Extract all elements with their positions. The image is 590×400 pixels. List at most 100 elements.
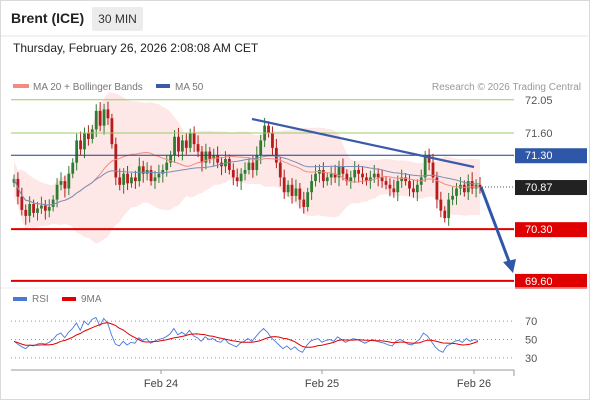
ma9-legend-swatch [62, 297, 76, 301]
ma50-legend-swatch [156, 84, 170, 88]
candle-body [126, 173, 129, 184]
candle-body [165, 162, 169, 171]
candle-body [247, 162, 251, 171]
candle-body [412, 188, 415, 193]
candle-body [286, 184, 290, 193]
candle-body [239, 173, 243, 182]
x-tick-label: Feb 25 [305, 378, 339, 390]
candle-body [180, 140, 184, 152]
candle-body [310, 181, 314, 193]
candle-body [188, 133, 192, 148]
candle-body [423, 155, 427, 178]
ma50-line [13, 155, 481, 206]
candle-body [365, 177, 368, 182]
candle-body [102, 109, 106, 126]
downtrend-line [251, 117, 475, 169]
rsi-line [13, 316, 479, 353]
candle-body [345, 173, 349, 182]
candle-body [141, 166, 145, 174]
level-label: 70.30 [525, 224, 553, 236]
price-layer [12, 92, 482, 244]
x-tick-label: Feb 24 [144, 378, 178, 390]
rsi-legend-label: RSI [32, 294, 49, 305]
candle-body [400, 177, 404, 182]
candle-body [51, 199, 55, 207]
candle-body [90, 129, 94, 139]
candle-body [267, 125, 270, 134]
candle-body [212, 155, 216, 159]
level-label: 70.87 [525, 182, 553, 194]
rsi-layer: 70 50 30 [11, 316, 537, 365]
candle-body [306, 192, 310, 207]
instrument-title: Brent (ICE) [11, 10, 85, 26]
candle-body [196, 144, 200, 152]
candle-body [94, 110, 98, 130]
level-label: 69.60 [525, 276, 553, 288]
level-label: 71.60 [525, 128, 553, 140]
candle-body [455, 188, 458, 196]
projection-arrow-shaft [479, 186, 512, 265]
level-label: 71.30 [525, 150, 553, 162]
candle-body [98, 110, 102, 126]
x-axis-labels: Feb 24 Feb 25 Feb 26 [144, 370, 491, 390]
candle-body [368, 177, 372, 182]
candle-body [372, 173, 376, 178]
candle-body [161, 170, 165, 174]
candle-body [153, 177, 157, 182]
candle-body [431, 162, 435, 178]
ma20-legend-label: MA 20 + Bollinger Bands [33, 82, 143, 93]
credit-text: Research © 2026 Trading Central [432, 82, 581, 93]
candle-body [200, 151, 204, 163]
candle-body [427, 155, 431, 163]
candle-body [192, 133, 196, 145]
candle-body [87, 133, 90, 139]
candle-body [404, 177, 407, 182]
projection-arrow-head [503, 259, 516, 273]
candle-body [361, 173, 364, 178]
candle-body [24, 209, 28, 216]
candle-body [388, 184, 392, 189]
candle-body [278, 162, 282, 178]
candle-body [235, 177, 239, 182]
chart-header: Brent (ICE) 30 MIN [0, 0, 588, 36]
candle-body [169, 155, 173, 163]
candle-body [294, 188, 298, 196]
candle-body [122, 173, 126, 185]
candle-body [349, 177, 353, 182]
candle-body [376, 173, 380, 178]
candle-body [439, 199, 443, 211]
candle-body [149, 170, 153, 182]
candle-body [216, 155, 220, 163]
level-layer: 72.05 71.60 71.30 70.87 70.30 69.60 [11, 95, 587, 289]
candle-body [63, 181, 67, 189]
candle-body [79, 140, 82, 150]
candle-body [408, 181, 411, 189]
candle-body [231, 170, 235, 178]
candle-body [384, 181, 388, 185]
candle-body [282, 177, 286, 193]
ma50-legend-label: MA 50 [175, 82, 204, 93]
candle-body [259, 140, 263, 156]
candle-body [478, 184, 482, 188]
ma20-legend-swatch [13, 84, 29, 88]
candle-body [12, 178, 16, 183]
candle-body [321, 170, 325, 182]
candle-body [353, 170, 357, 178]
candle-body [67, 173, 71, 189]
candle-body [71, 162, 75, 174]
chart-datetime: Thursday, February 26, 2026 2:08:08 AM C… [13, 41, 259, 55]
candle-body [325, 177, 329, 182]
candle-body [415, 184, 419, 193]
ma9-legend-label: 9MA [81, 294, 102, 305]
candle-body [137, 166, 141, 182]
timeframe-button[interactable]: 30 MIN [92, 7, 143, 31]
candle-body [435, 177, 439, 200]
candle-body [204, 151, 208, 163]
candle-body [329, 173, 333, 178]
level-label-bg [515, 273, 587, 289]
candle-body [447, 199, 451, 219]
candle-body [380, 177, 384, 182]
level-label-bg [515, 148, 587, 164]
x-tick-label: Feb 26 [457, 378, 491, 390]
level-label: 72.05 [525, 95, 553, 107]
